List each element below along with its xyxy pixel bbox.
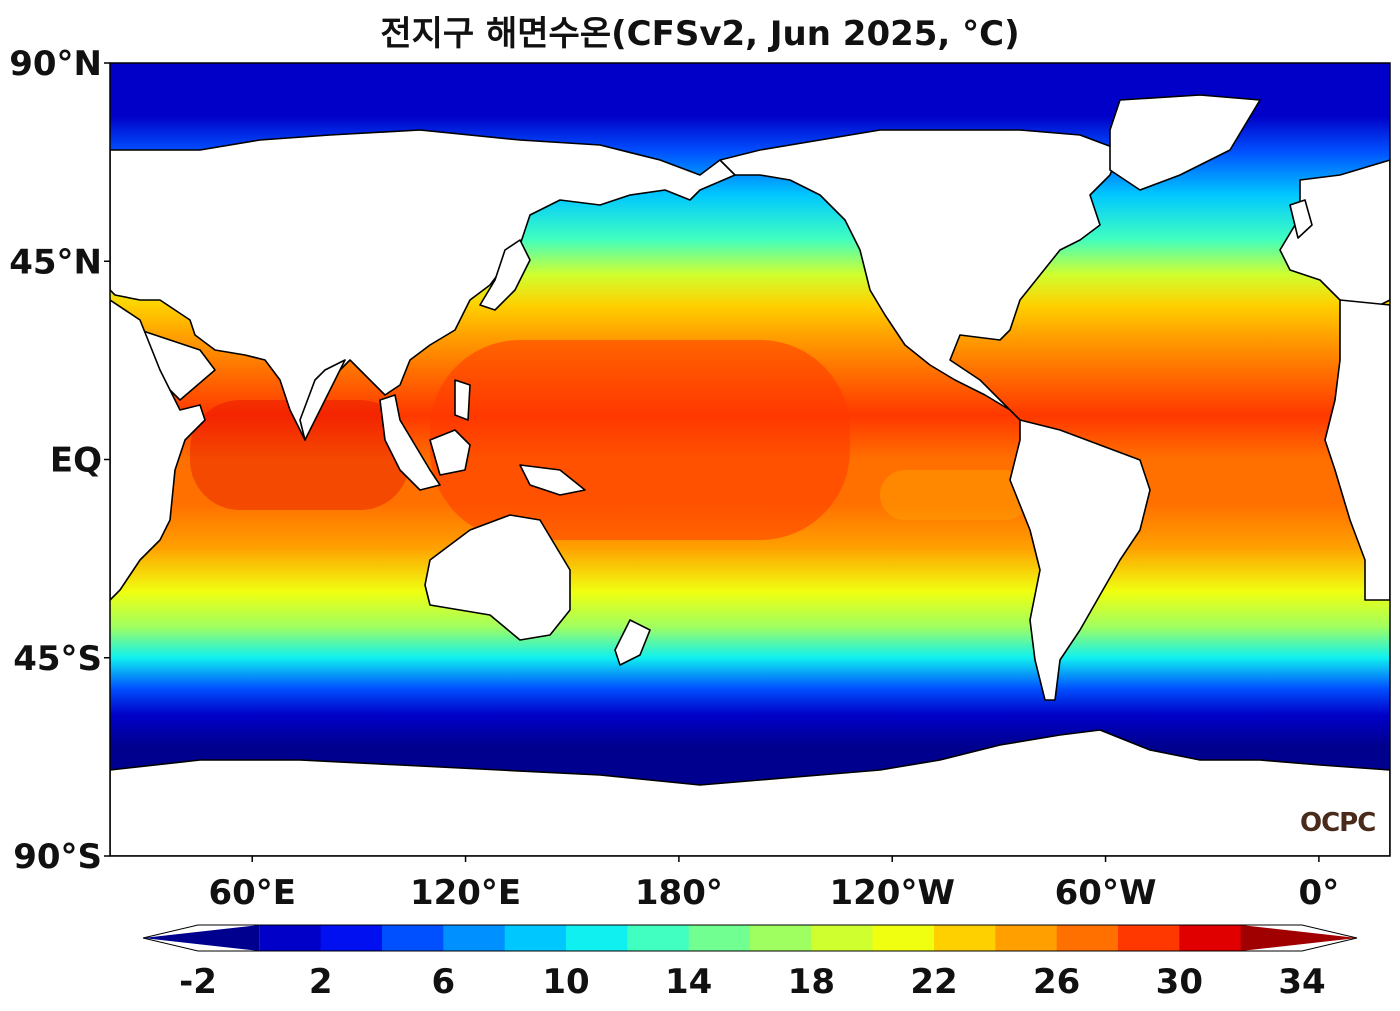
- colorbar-swatch: [872, 925, 935, 951]
- land-japan: [479, 239, 531, 311]
- lon-tick-label: 0°: [1299, 873, 1340, 913]
- colorbar-swatch: [627, 925, 690, 951]
- lat-axis: 90°N 45°N EQ 45°S 90°S: [9, 44, 110, 877]
- colorbar-swatch: [143, 925, 260, 951]
- land-uk: [1289, 199, 1313, 239]
- land-indochina-sumatra: [379, 394, 441, 491]
- lon-tick-label: 120°E: [410, 873, 521, 913]
- colorbar-tick-label: 18: [788, 962, 835, 1002]
- colorbar-tick-label: 10: [542, 962, 589, 1002]
- colorbar-outline: [142, 924, 1358, 952]
- lon-tick-label: 120°W: [829, 873, 954, 913]
- chart-title: 전지구 해면수온(CFSv2, Jun 2025, °C): [380, 14, 1020, 54]
- land-eurasia: [110, 129, 736, 441]
- colorbar-swatch: [1179, 925, 1242, 951]
- colorbar-swatch: [259, 925, 322, 951]
- lon-axis: 60°E 120°E 180° 120°W 60°W 0°: [208, 856, 1339, 913]
- warm-pool-indian: [190, 400, 410, 510]
- land-india-peninsula: [299, 359, 346, 441]
- land-masses: [110, 94, 1390, 856]
- colorbar-swatch: [443, 925, 506, 951]
- colorbar-tick-label: 22: [910, 962, 957, 1002]
- lat-tick-label: EQ: [50, 441, 102, 481]
- colorbar-tick-label: 6: [431, 962, 455, 1002]
- colorbar-tick-label: 34: [1278, 962, 1325, 1002]
- lat-tick-label: 90°S: [13, 837, 102, 877]
- colorbar-tick-label: -2: [179, 962, 217, 1002]
- map-plot-area: [110, 63, 1390, 856]
- land-africa-west: [1324, 299, 1390, 601]
- colorbar-swatch: [504, 925, 567, 951]
- land-africa: [110, 299, 206, 601]
- lat-tick-label: 45°S: [13, 639, 102, 679]
- land-antarctica: [110, 729, 1390, 856]
- land-australia: [424, 514, 571, 641]
- lon-tick-label: 60°E: [208, 873, 296, 913]
- colorbar-swatch: [688, 925, 751, 951]
- colorbar-swatch: [995, 925, 1058, 951]
- land-philippines: [454, 379, 471, 421]
- land-south-america: [1009, 419, 1151, 701]
- lat-tick-label: 90°N: [9, 44, 102, 84]
- lon-tick-label: 180°: [635, 873, 723, 913]
- colorbar-swatch: [320, 925, 383, 951]
- colorbar-swatch: [1118, 925, 1180, 951]
- land-greenland: [1109, 94, 1261, 191]
- colorbar-tick-label: 2: [309, 962, 333, 1002]
- colorbar-tick-label: 26: [1033, 962, 1080, 1002]
- land-borneo: [429, 429, 471, 476]
- colorbar-swatch: [1240, 925, 1357, 951]
- land-new-zealand: [614, 619, 651, 666]
- east-pacific-cool-tongue: [880, 470, 1030, 520]
- colorbar-swatch: [566, 925, 628, 951]
- warm-pool-pacific: [430, 340, 850, 540]
- colorbar-swatch: [934, 925, 996, 951]
- colorbar-swatch: [382, 925, 444, 951]
- ocpc-logo: OCPC: [1300, 808, 1376, 838]
- lat-tick-label: 45°N: [9, 242, 102, 282]
- land-new-guinea: [519, 464, 586, 496]
- land-north-america: [719, 129, 1121, 421]
- colorbar: -2 2 6 10 14 18 22 26 30 34: [142, 924, 1358, 1002]
- colorbar-tick-label: 14: [665, 962, 712, 1002]
- colorbar-swatch: [750, 925, 812, 951]
- lon-tick-label: 60°W: [1055, 873, 1157, 913]
- colorbar-swatch: [811, 925, 874, 951]
- colorbar-swatch: [1056, 925, 1119, 951]
- colorbar-tick-label: 30: [1156, 962, 1203, 1002]
